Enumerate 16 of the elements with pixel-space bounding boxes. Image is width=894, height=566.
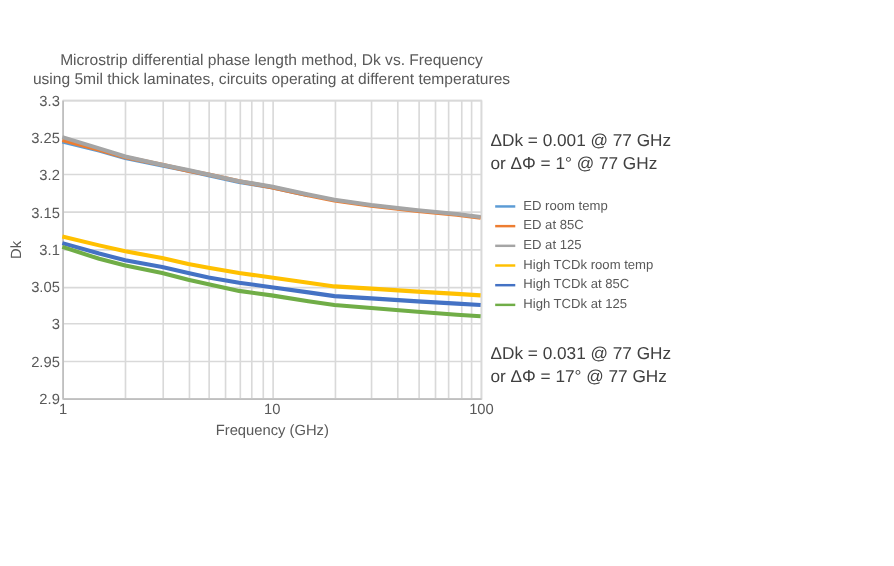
text: ΔDk = 0.031 @ 77 GHz or ΔΦ = 17° @ 77 GHz	[490, 343, 672, 386]
y-tick-label: 3.25	[31, 128, 60, 147]
x-axis-title: Frequency (GHz)	[215, 421, 329, 440]
text: ΔDk = 0.001 @ 77 GHz or ΔΦ = 1° @ 77 GHz	[490, 129, 672, 173]
y-axis-title: Dk	[7, 240, 26, 259]
y-tick-label: 2.95	[31, 352, 60, 371]
y-tick-label: 3.3	[39, 91, 60, 110]
x-tick-label: 100	[469, 399, 494, 418]
x-tick-label: 1	[59, 399, 68, 418]
y-tick-label: 3.05	[31, 278, 60, 297]
x-tick-label: 10	[264, 399, 281, 418]
y-tick-label: 3.15	[31, 203, 60, 222]
y-tick-label: 3.2	[39, 166, 60, 185]
y-tick-label: 2.9	[39, 390, 60, 409]
y-tick-label: 3	[51, 315, 60, 334]
y-tick-label: 3.1	[39, 240, 60, 259]
